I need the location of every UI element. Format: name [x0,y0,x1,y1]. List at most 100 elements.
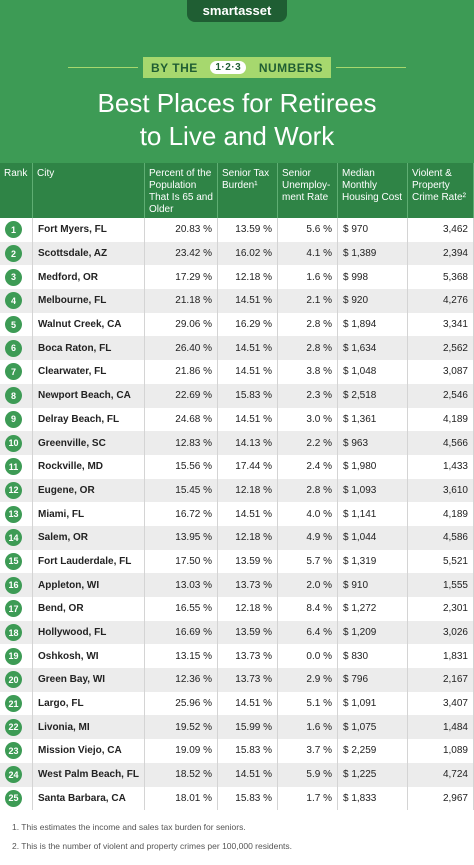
value-cell: 13.59 % [218,218,278,242]
city-cell: Salem, OR [33,525,145,550]
table-row: 19 Oshkosh, WI 13.15 % 13.73 % 0.0 % $ 830 1,8… [0,644,474,669]
value-cell: 1.7 % [278,786,338,811]
value-cell: 5,368 [408,265,474,290]
value-cell: 22.69 % [145,383,218,408]
value-cell: 20.83 % [145,218,218,242]
value-cell: $ 830 [338,644,408,669]
rank-badge: 18 [5,624,22,642]
column-header: Median Monthly Housing Cost [338,163,408,218]
city-cell: Largo, FL [33,691,145,716]
value-cell: 13.95 % [145,525,218,550]
value-cell: $ 1,272 [338,597,408,621]
value-cell: $ 1,225 [338,762,408,787]
rank-cell: 11 [0,454,33,479]
rank-badge: 14 [5,529,22,547]
value-cell: 4,276 [408,289,474,313]
value-cell: 1,555 [408,573,474,597]
rank-badge: 15 [5,552,22,570]
rank-cell: 18 [0,620,33,645]
rank-cell: 24 [0,762,33,787]
table-row: 11 Rockville, MD 15.56 % 17.44 % 2.4 % $ 1,98… [0,454,474,479]
value-cell: 18.52 % [145,762,218,787]
value-cell: 12.18 % [218,265,278,290]
value-cell: 2,167 [408,668,474,692]
value-cell: 15.45 % [145,478,218,503]
table-row: 4 Melbourne, FL 21.18 % 14.51 % 2.1 % $ 920 4,… [0,289,474,313]
rank-cell: 10 [0,431,33,455]
table-row: 16 Appleton, WI 13.03 % 13.73 % 2.0 % $ 910 1,… [0,573,474,597]
value-cell: 25.96 % [145,691,218,716]
banner-badge: 1·2·3 [210,61,247,74]
rank-cell: 23 [0,739,33,763]
value-cell: 4,724 [408,762,474,787]
table-row: 20 Green Bay, WI 12.36 % 13.73 % 2.9 % $ 796 2… [0,668,474,692]
value-cell: 14.51 % [218,360,278,384]
table-row: 15 Fort Lauderdale, FL 17.50 % 13.59 % 5.7 %… [0,549,474,574]
city-cell: Santa Barbara, CA [33,786,145,811]
value-cell: 14.51 % [218,336,278,361]
rank-cell: 4 [0,289,33,313]
table-row: 23 Mission Viejo, CA 19.09 % 15.83 % 3.7 % $ … [0,739,474,763]
banner-text: BY THE [151,60,198,75]
value-cell: 2.8 % [278,478,338,503]
title: Best Places for Retirees [97,88,377,118]
value-cell: 12.18 % [218,597,278,621]
value-cell: 5.7 % [278,549,338,574]
city-cell: Scottsdale, AZ [33,241,145,266]
city-cell: Rockville, MD [33,454,145,479]
banner-rule [68,67,138,68]
value-cell: $ 1,319 [338,549,408,574]
value-cell: $ 1,361 [338,407,408,432]
rank-badge: 1 [5,221,22,239]
table-row: 17 Bend, OR 16.55 % 12.18 % 8.4 % $ 1,272 2,30… [0,597,474,621]
rank-cell: 17 [0,597,33,621]
value-cell: 2,546 [408,383,474,408]
value-cell: 2,967 [408,786,474,811]
value-cell: 15.83 % [218,383,278,408]
value-cell: 4.9 % [278,525,338,550]
table-row: 2 Scottsdale, AZ 23.42 % 16.02 % 4.1 % $ 1,38… [0,241,474,266]
value-cell: 24.68 % [145,407,218,432]
value-cell: 5,521 [408,549,474,574]
value-cell: 13.73 % [218,644,278,669]
rank-cell: 3 [0,265,33,290]
value-cell: 26.40 % [145,336,218,361]
value-cell: 12.83 % [145,431,218,455]
city-cell: Melbourne, FL [33,289,145,313]
city-cell: Appleton, WI [33,573,145,597]
value-cell: 13.03 % [145,573,218,597]
column-header: Senior Unemploy-ment Rate [278,163,338,218]
value-cell: 16.72 % [145,502,218,526]
value-cell: 3.8 % [278,360,338,384]
value-cell: 12.36 % [145,668,218,692]
city-cell: Fort Myers, FL [33,218,145,242]
value-cell: $ 1,980 [338,454,408,479]
value-cell: 14.51 % [218,691,278,716]
rank-badge: 10 [5,434,22,452]
value-cell: 17.29 % [145,265,218,290]
city-cell: Walnut Creek, CA [33,312,145,337]
value-cell: 15.83 % [218,786,278,811]
value-cell: 4,586 [408,525,474,550]
banner: BY THE 1·2·3 NUMBERS [143,57,331,78]
rank-cell: 9 [0,407,33,432]
table-row: 7 Clearwater, FL 21.86 % 14.51 % 3.8 % $ 1,04… [0,360,474,384]
value-cell: 3.7 % [278,739,338,763]
column-header: Senior Tax Burden¹ [218,163,278,218]
value-cell: $ 1,894 [338,312,408,337]
city-cell: Mission Viejo, CA [33,739,145,763]
value-cell: $ 2,259 [338,739,408,763]
value-cell: $ 920 [338,289,408,313]
rank-badge: 16 [5,576,22,594]
value-cell: 12.18 % [218,525,278,550]
value-cell: 18.01 % [145,786,218,811]
value-cell: 5.1 % [278,691,338,716]
city-cell: Hollywood, FL [33,620,145,645]
table-row: 9 Delray Beach, FL 24.68 % 14.51 % 3.0 % $ 1,… [0,407,474,432]
value-cell: 1,433 [408,454,474,479]
value-cell: 8.4 % [278,597,338,621]
rank-cell: 13 [0,502,33,526]
rank-badge: 19 [5,647,22,665]
value-cell: $ 1,075 [338,715,408,740]
